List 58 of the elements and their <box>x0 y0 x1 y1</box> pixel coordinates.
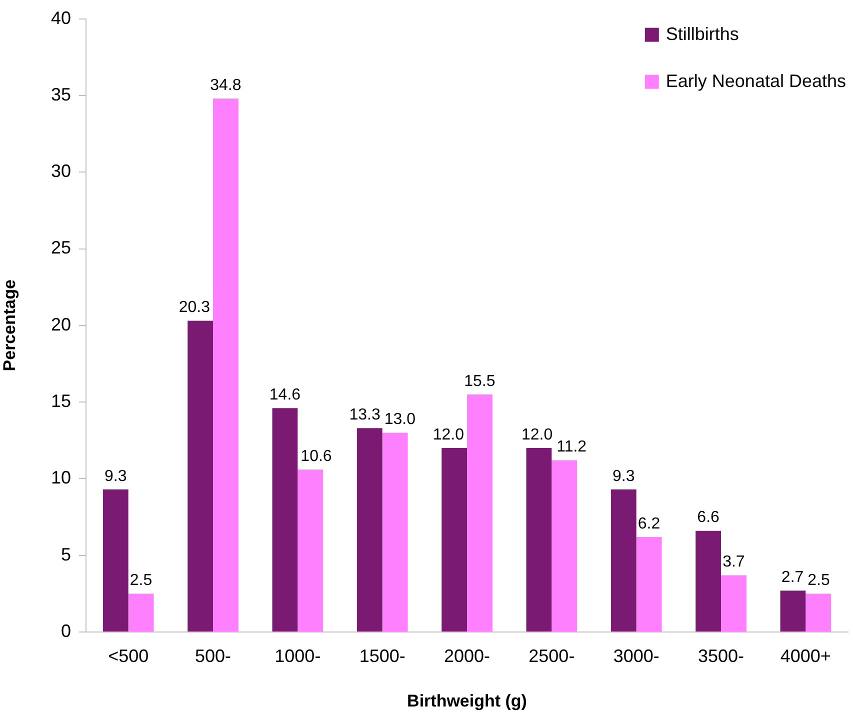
y-tick-label: 0 <box>60 620 71 641</box>
data-label: 2.5 <box>130 572 152 590</box>
x-tick-label: 4000+ <box>780 646 831 666</box>
y-tick-label: 25 <box>50 238 71 258</box>
x-tick-label: 1000- <box>274 646 321 666</box>
bar <box>272 408 298 632</box>
bar <box>552 460 578 632</box>
x-tick-label: 3500- <box>698 646 744 666</box>
data-label: 2.5 <box>808 572 830 590</box>
x-tick-label: 3000- <box>613 646 660 666</box>
y-tick-label: 5 <box>60 544 71 564</box>
data-label: 10.6 <box>300 448 332 465</box>
y-tick-label: 40 <box>50 8 71 28</box>
y-tick-label: 35 <box>50 84 71 104</box>
data-label: 9.3 <box>612 468 635 485</box>
bar <box>467 394 492 632</box>
x-tick-label: 1500- <box>359 646 406 666</box>
x-axis-title: Birthweight (g) <box>407 691 527 710</box>
bar <box>356 428 382 632</box>
bar <box>102 489 128 632</box>
y-axis-title: Percentage <box>0 280 19 372</box>
bar <box>636 536 662 632</box>
bar <box>442 448 467 632</box>
bar <box>780 590 806 632</box>
bar <box>298 470 324 632</box>
data-label: 12.0 <box>432 426 464 444</box>
data-label: 15.5 <box>464 372 496 390</box>
data-label: 13.3 <box>349 406 380 424</box>
y-tick-label: 10 <box>50 468 71 488</box>
data-label: 11.2 <box>556 438 587 456</box>
data-label: 34.8 <box>210 76 242 94</box>
bar <box>128 594 154 632</box>
x-tick-label: <500 <box>108 646 149 666</box>
y-tick-label: 15 <box>50 391 71 412</box>
bar <box>610 489 636 632</box>
bar <box>188 320 213 632</box>
bar <box>721 575 746 632</box>
data-label: 6.2 <box>638 515 660 532</box>
data-label: 14.6 <box>269 386 301 404</box>
x-tick-label: 2500- <box>528 646 575 666</box>
bar <box>526 448 552 632</box>
data-label: 20.3 <box>178 299 210 316</box>
bar <box>382 432 408 632</box>
data-label: 13.0 <box>384 411 416 428</box>
legend-label: Early Neonatal Deaths <box>666 70 846 91</box>
bar <box>806 594 832 632</box>
data-label: 2.7 <box>781 569 804 586</box>
data-label: 9.3 <box>104 468 127 485</box>
data-label: 12.0 <box>521 426 553 444</box>
data-label: 3.7 <box>722 554 745 571</box>
legend-label: Stillbirths <box>666 24 739 44</box>
bar <box>696 530 721 632</box>
data-label: 6.6 <box>697 509 720 526</box>
bar <box>213 98 238 632</box>
y-tick-label: 30 <box>50 161 71 182</box>
x-tick-label: 500- <box>194 646 232 666</box>
y-tick-label: 20 <box>50 314 71 334</box>
x-tick-label: 2000- <box>444 646 490 666</box>
